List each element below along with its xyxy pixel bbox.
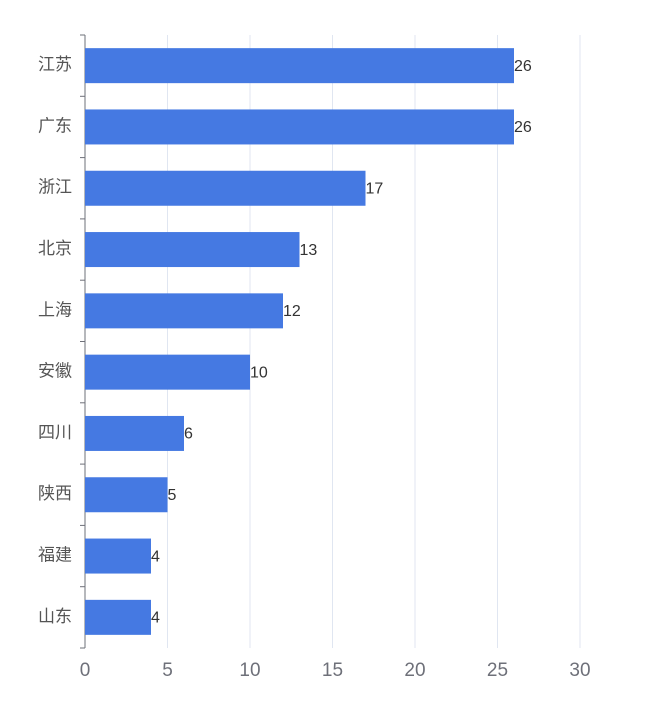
x-tick-label: 30 xyxy=(569,660,590,681)
value-label: 4 xyxy=(151,610,160,627)
y-tick-label: 山东 xyxy=(38,607,72,626)
value-label: 12 xyxy=(283,303,301,320)
value-label: 6 xyxy=(184,426,193,443)
y-tick-label: 浙江 xyxy=(38,178,72,197)
x-tick-label: 15 xyxy=(322,660,343,681)
value-label: 26 xyxy=(514,58,532,75)
value-label: 26 xyxy=(514,119,532,136)
bar xyxy=(85,415,184,451)
bar xyxy=(85,599,151,635)
bar xyxy=(85,293,283,329)
x-tick-label: 0 xyxy=(80,660,91,681)
x-tick-label: 25 xyxy=(487,660,508,681)
value-label: 10 xyxy=(250,364,268,381)
bar xyxy=(85,48,514,84)
value-label: 5 xyxy=(168,487,177,504)
y-tick-label: 江苏 xyxy=(38,55,72,74)
y-tick-label: 四川 xyxy=(38,423,72,442)
bar xyxy=(85,109,514,145)
value-label: 17 xyxy=(366,180,384,197)
y-tick-label: 上海 xyxy=(38,300,72,319)
y-tick-label: 广东 xyxy=(38,116,72,135)
bar xyxy=(85,477,168,513)
bar xyxy=(85,170,366,206)
x-tick-label: 5 xyxy=(162,660,173,681)
x-tick-label: 20 xyxy=(404,660,425,681)
y-tick-label: 安徽 xyxy=(38,362,72,381)
y-tick-label: 北京 xyxy=(38,239,72,258)
y-tick-label: 福建 xyxy=(38,546,72,565)
value-label: 13 xyxy=(300,242,318,259)
value-label: 4 xyxy=(151,548,160,565)
bar xyxy=(85,538,151,574)
bar xyxy=(85,232,300,268)
bar xyxy=(85,354,250,390)
x-tick-label: 10 xyxy=(239,660,260,681)
y-tick-label: 陕西 xyxy=(38,484,72,503)
